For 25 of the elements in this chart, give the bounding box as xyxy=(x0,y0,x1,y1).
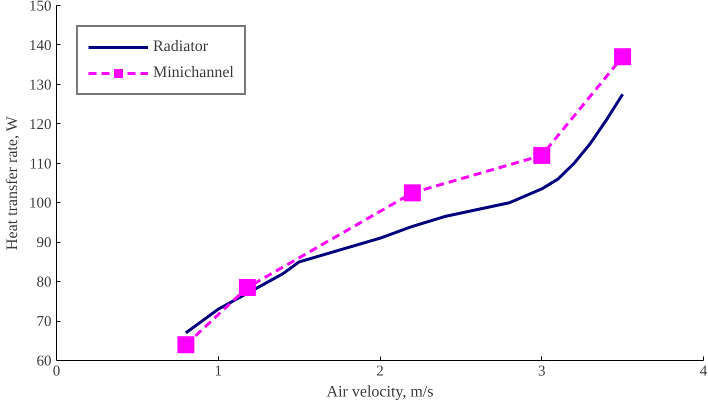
point xyxy=(614,48,632,66)
y-axis-title: Heat transfer rate, W xyxy=(4,115,21,250)
y-tick-label: 140 xyxy=(29,38,52,54)
y-tick-label: 100 xyxy=(29,196,52,212)
x-tick-label: 0 xyxy=(52,364,60,380)
point xyxy=(177,336,194,354)
x-tick-label: 1 xyxy=(214,364,222,380)
x-axis-title: Air velocity, m/s xyxy=(326,384,434,400)
x-tick-label: 4 xyxy=(700,364,708,380)
x-tick-label: 3 xyxy=(538,364,546,380)
point xyxy=(238,279,256,296)
y-tick-label: 60 xyxy=(36,354,52,370)
y-tick-label: 70 xyxy=(36,314,52,330)
y-tick-label: 90 xyxy=(36,235,52,252)
x-tick-label: 2 xyxy=(376,364,384,380)
point xyxy=(533,146,550,164)
y-tick-label: 120 xyxy=(29,116,52,133)
y-tick-label: 130 xyxy=(29,77,52,94)
y-tick-label: 110 xyxy=(30,156,52,172)
y-tick-label: 150 xyxy=(29,0,52,14)
point xyxy=(404,184,421,202)
y-tick-label: 80 xyxy=(36,274,52,291)
legend-label: Radiator xyxy=(153,38,208,56)
line-series xyxy=(184,92,624,334)
legend-label: Minichannel xyxy=(153,64,234,82)
